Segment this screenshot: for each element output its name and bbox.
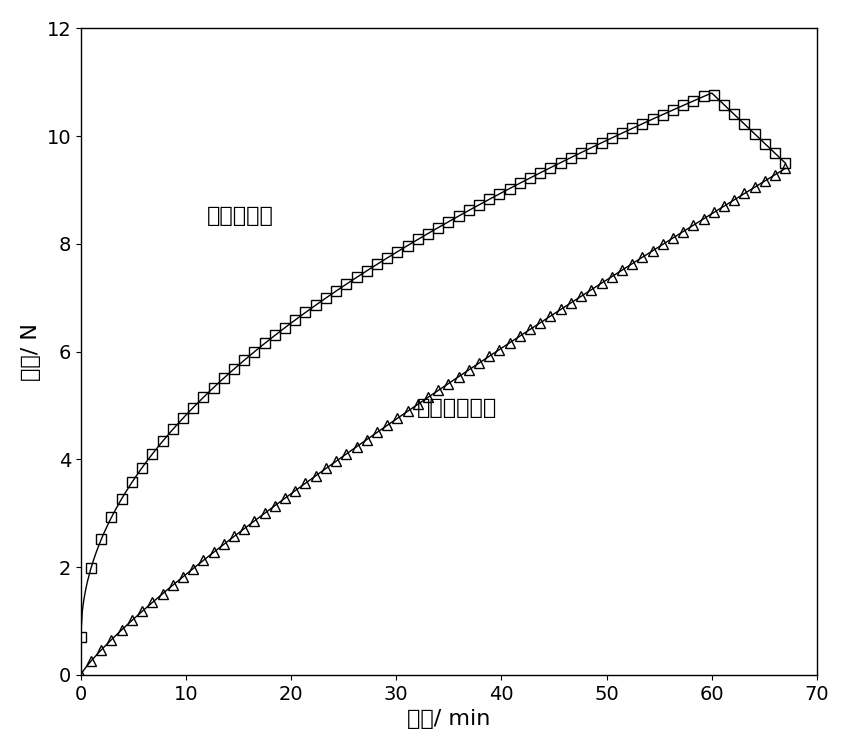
Text: 不载药缝合线: 不载药缝合线 [417,398,497,418]
Y-axis label: 载荷/ N: 载荷/ N [21,322,41,380]
X-axis label: 位移/ min: 位移/ min [407,710,490,729]
Text: 载药缝合线: 载药缝合线 [207,206,274,226]
